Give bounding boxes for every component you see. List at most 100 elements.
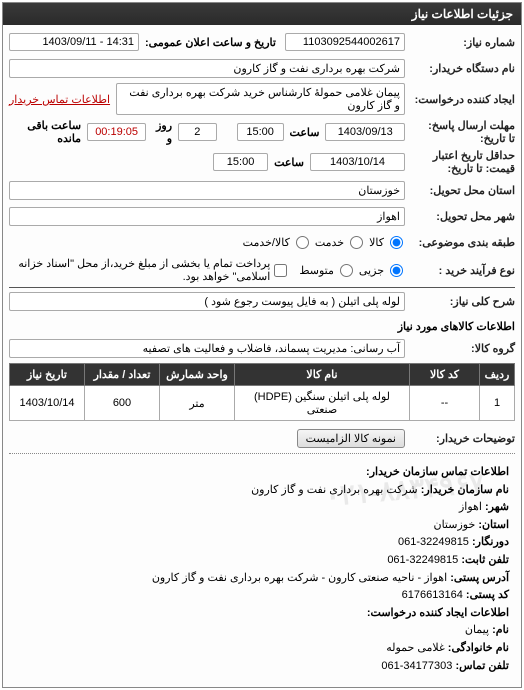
divider-1: [9, 287, 515, 288]
org-value: شرکت بهره برداری نفت و گاز کارون: [9, 59, 405, 78]
row-notes: توضیحات خریدار: نمونه کالا الزامیست: [9, 427, 515, 449]
row-subject-type: طبقه بندی موضوعی: کالا خدمت کالا/خدمت: [9, 231, 515, 253]
org-label: نام دستگاه خریدار:: [405, 62, 515, 75]
radio-kala[interactable]: [390, 236, 403, 249]
announce-value: 14:31 - 1403/09/11: [9, 33, 139, 51]
subject-type-label: طبقه بندی موضوعی:: [405, 236, 515, 249]
deadline-remaining-label: ساعت باقی مانده: [9, 119, 87, 145]
radio-medium-label: متوسط: [299, 264, 334, 277]
contact-phone-label: تلفن ثابت:: [461, 554, 509, 566]
price-valid-label: حداقل تاریخ اعتبار قیمت: تا تاریخ:: [405, 149, 515, 175]
creator-label: ایجاد کننده درخواست:: [405, 93, 515, 106]
contact-city: اهواز: [459, 501, 482, 513]
process-type-label: نوع فرآیند خرید :: [405, 264, 515, 277]
need-number-label: شماره نیاز:: [405, 36, 515, 49]
items-table-head: ردیف کد کالا نام کالا واحد شمارش تعداد /…: [10, 364, 515, 386]
creator-tel: 34177303-061: [381, 660, 452, 672]
row-province: استان محل تحویل: خوزستان: [9, 179, 515, 201]
province-value: خوزستان: [9, 181, 405, 200]
treasury-checkbox-group: پرداخت تمام یا بخشی از مبلغ خرید،از محل …: [9, 257, 287, 283]
creator-tel-row: تلفن تماس: 34177303-061: [15, 658, 509, 676]
treasury-checkbox-label: پرداخت تمام یا بخشی از مبلغ خرید،از محل …: [9, 257, 270, 283]
radio-both[interactable]: [296, 236, 309, 249]
contact-postal-label: کد پستی:: [466, 589, 509, 601]
cell-code: --: [410, 386, 480, 421]
row-creator: ایجاد کننده درخواست: پیمان غلامی حمولۀ ک…: [9, 83, 515, 115]
contact-phone-row: تلفن ثابت: 32249815-061: [15, 552, 509, 570]
contact-addr: اهواز - ناحیه صنعتی کارون - شرکت بهره بر…: [152, 572, 447, 584]
contact-link[interactable]: اطلاعات تماس خریدار: [9, 93, 110, 106]
contact-addr-label: آدرس پستی:: [450, 572, 509, 584]
creator-lname-row: نام خانوادگی: غلامی حموله: [15, 640, 509, 658]
creator-fname: پیمان: [465, 624, 489, 636]
group-value: آب رسانی: مدیریت پسماند، فاضلاب و فعالیت…: [9, 339, 405, 358]
row-org: نام دستگاه خریدار: شرکت بهره برداری نفت …: [9, 57, 515, 79]
contact-org-label: نام سازمان خریدار:: [421, 484, 509, 496]
radio-khedmat-label: خدمت: [315, 236, 344, 249]
contact-title: اطلاعات تماس سازمان خریدار:: [15, 464, 509, 482]
creator-value: پیمان غلامی حمولۀ کارشناس خرید شرکت بهره…: [116, 83, 405, 115]
creator-lname-label: نام خانوادگی:: [448, 642, 509, 654]
deadline-remaining: 00:19:05: [87, 123, 146, 141]
contact-fax: 32249815-061: [398, 536, 469, 548]
contact-fax-label: دورنگار:: [472, 536, 509, 548]
th-date: تاریخ نیاز: [10, 364, 85, 386]
th-name: نام کالا: [235, 364, 410, 386]
sample-required-button[interactable]: نمونه کالا الزامیست: [297, 429, 405, 448]
th-qty: تعداد / مقدار: [85, 364, 160, 386]
price-valid-date: 1403/10/14: [310, 153, 405, 171]
contact-phone: 32249815-061: [387, 554, 458, 566]
contact-postal-row: کد پستی: 6176613164: [15, 587, 509, 605]
contact-province-row: استان: خوزستان: [15, 517, 509, 535]
cell-date: 1403/10/14: [10, 386, 85, 421]
contact-province-label: استان:: [478, 519, 509, 531]
row-process-type: نوع فرآیند خرید : جزیی متوسط پرداخت تمام…: [9, 257, 515, 283]
deadline-label-text: مهلت ارسال پاسخ:: [428, 120, 515, 132]
announce-label: تاریخ و ساعت اعلان عمومی:: [139, 36, 282, 49]
radio-kala-label: کالا: [369, 236, 384, 249]
price-valid-time: 15:00: [213, 153, 268, 171]
treasury-checkbox[interactable]: [274, 264, 287, 277]
city-value: اهواز: [9, 207, 405, 226]
items-table: ردیف کد کالا نام کالا واحد شمارش تعداد /…: [9, 363, 515, 421]
notes-label: توضیحات خریدار:: [405, 432, 515, 445]
creator-lname: غلامی حموله: [386, 642, 445, 654]
deadline-days-label: روز و: [146, 119, 178, 145]
deadline-label: مهلت ارسال پاسخ: تا تاریخ:: [405, 119, 515, 145]
radio-both-label: کالا/خدمت: [243, 236, 290, 249]
creator-fname-label: نام:: [492, 624, 509, 636]
contact-city-label: شهر:: [485, 501, 509, 513]
th-unit: واحد شمارش: [160, 364, 235, 386]
radio-small-label: جزیی: [359, 264, 384, 277]
contact-city-row: شهر: اهواز: [15, 499, 509, 517]
desc-label: شرح کلی نیاز:: [405, 295, 515, 308]
subject-type-radios: کالا خدمت کالا/خدمت: [243, 236, 405, 249]
radio-khedmat[interactable]: [350, 236, 363, 249]
th-code: کد کالا: [410, 364, 480, 386]
row-price-valid: حداقل تاریخ اعتبار قیمت: تا تاریخ: 1403/…: [9, 149, 515, 175]
panel-body: شماره نیاز: 1103092544002617 تاریخ و ساع…: [3, 25, 521, 687]
need-number-value: 1103092544002617: [285, 33, 405, 51]
panel-title: جزئیات اطلاعات نیاز: [3, 3, 521, 25]
th-row: ردیف: [480, 364, 515, 386]
deadline-time: 15:00: [237, 123, 284, 141]
row-city: شهر محل تحویل: اهواز: [9, 205, 515, 227]
creator-contact-title: اطلاعات ایجاد کننده درخواست:: [367, 607, 509, 619]
price-valid-time-label: ساعت: [268, 156, 310, 169]
contact-org: شرکت بهره برداری نفت و گاز کارون: [251, 484, 418, 496]
radio-medium[interactable]: [340, 264, 353, 277]
contact-block: ۰۲۱-۸۸۳۴۹۶۷ اطلاعات تماس سازمان خریدار: …: [9, 458, 515, 681]
deadline-days: 2: [178, 123, 217, 141]
cell-name: لوله پلی اتیلن سنگین (HDPE) صنعتی: [235, 386, 410, 421]
need-details-panel: جزئیات اطلاعات نیاز شماره نیاز: 11030925…: [2, 2, 522, 688]
items-table-body: 1 -- لوله پلی اتیلن سنگین (HDPE) صنعتی م…: [10, 386, 515, 421]
group-label: گروه کالا:: [405, 342, 515, 355]
creator-tel-label: تلفن تماس:: [455, 660, 509, 672]
items-title: اطلاعات کالاهای مورد نیاز: [9, 316, 515, 337]
contact-province: خوزستان: [433, 519, 475, 531]
contact-org-row: نام سازمان خریدار: شرکت بهره برداری نفت …: [15, 482, 509, 500]
contact-postal: 6176613164: [402, 589, 463, 601]
radio-small[interactable]: [390, 264, 403, 277]
creator-fname-row: نام: پیمان: [15, 622, 509, 640]
contact-fax-row: دورنگار: 32249815-061: [15, 534, 509, 552]
